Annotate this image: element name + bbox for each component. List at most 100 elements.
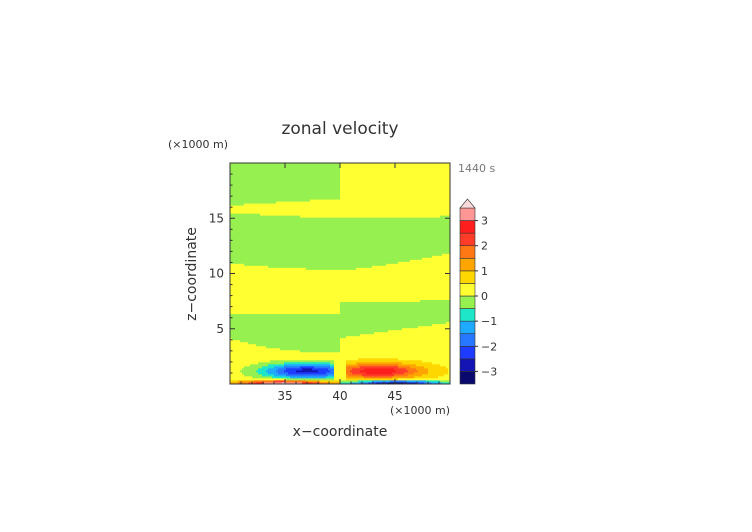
heatmap-cell [230, 311, 233, 315]
heatmap-cell [280, 297, 283, 301]
heatmap-cell [278, 281, 281, 284]
heatmap-cell [274, 219, 277, 222]
heatmap-cell [300, 171, 303, 174]
heatmap-cell [274, 283, 277, 286]
heatmap-cell [290, 379, 293, 383]
heatmap-cell [280, 283, 283, 286]
heatmap-cell [254, 283, 257, 286]
heatmap-cell [230, 325, 233, 329]
heatmap-cell [298, 329, 301, 333]
heatmap-cell [292, 301, 295, 305]
heatmap-cell [286, 261, 289, 264]
heatmap-cell [280, 205, 283, 208]
heatmap-cell [266, 357, 269, 361]
heatmap-cell [230, 169, 233, 172]
heatmap-cell [232, 347, 235, 351]
heatmap-cell [234, 283, 237, 286]
heatmap-cell [272, 379, 275, 383]
heatmap-cell [242, 187, 245, 190]
heatmap-cell [278, 229, 281, 232]
heatmap-cell [232, 293, 235, 296]
heatmap-cell [248, 263, 251, 266]
heatmap-cell [234, 341, 237, 345]
heatmap-cell [264, 293, 267, 296]
heatmap-cell [276, 187, 279, 190]
heatmap-cell [304, 377, 307, 381]
heatmap-cell [232, 249, 235, 252]
heatmap-cell [280, 293, 283, 296]
heatmap-cell [272, 365, 275, 369]
heatmap-cell [232, 301, 235, 305]
heatmap-cell [282, 193, 285, 196]
heatmap-cell [284, 183, 287, 186]
heatmap-cell [256, 233, 259, 236]
heatmap-cell [276, 303, 279, 307]
heatmap-cell [292, 217, 295, 220]
heatmap-cell [282, 279, 285, 282]
heatmap-cell [258, 213, 261, 216]
heatmap-cell [296, 267, 299, 270]
heatmap-cell [248, 265, 251, 268]
heatmap-cell [292, 355, 295, 359]
heatmap-cell [304, 275, 307, 278]
heatmap-cell [264, 329, 267, 333]
heatmap-cell [242, 377, 245, 381]
heatmap-cell [272, 239, 275, 242]
heatmap-cell [290, 171, 293, 174]
heatmap-cell [264, 173, 267, 176]
heatmap-cell [292, 277, 295, 280]
heatmap-cell [276, 321, 279, 325]
heatmap-cell [252, 211, 255, 214]
heatmap-cell [250, 263, 253, 266]
heatmap-cell [252, 347, 255, 351]
heatmap-cell [280, 239, 283, 242]
heatmap-cell [298, 193, 301, 196]
heatmap-cell [290, 201, 293, 204]
heatmap-cell [236, 321, 239, 325]
heatmap-cell [294, 343, 297, 347]
heatmap-cell [278, 191, 281, 194]
heatmap-cell [304, 259, 307, 262]
heatmap-cell [274, 183, 277, 186]
heatmap-cell [248, 187, 251, 190]
heatmap-cell [242, 339, 245, 343]
heatmap-cell [254, 183, 257, 186]
heatmap-cell [246, 323, 249, 327]
heatmap-cell [244, 305, 247, 309]
heatmap-cell [238, 241, 241, 244]
heatmap-cell [284, 173, 287, 176]
heatmap-cell [272, 237, 275, 240]
heatmap-cell [248, 297, 251, 301]
heatmap-cell [254, 273, 257, 276]
heatmap-cell [282, 263, 285, 266]
heatmap-cell [264, 251, 267, 254]
heatmap-cell [270, 203, 273, 206]
heatmap-cell [258, 221, 261, 224]
heatmap-cell [280, 369, 283, 373]
heatmap-cell [290, 245, 293, 248]
heatmap-cell [264, 217, 267, 220]
heatmap-cell [268, 237, 271, 240]
heatmap-cell [272, 167, 275, 170]
heatmap-cell [266, 335, 269, 339]
heatmap-cell [302, 229, 305, 232]
heatmap-cell [236, 377, 239, 381]
heatmap-cell [254, 205, 257, 208]
heatmap-cell [296, 363, 299, 367]
heatmap-cell [260, 285, 263, 288]
heatmap-cell [286, 215, 289, 218]
heatmap-cell [238, 319, 241, 323]
heatmap-cell [282, 359, 285, 363]
heatmap-cell [278, 381, 281, 384]
heatmap-cell [238, 185, 241, 188]
heatmap-cell [244, 315, 247, 319]
heatmap-cell [304, 363, 307, 367]
heatmap-cell [264, 325, 267, 329]
heatmap-cell [274, 253, 277, 256]
heatmap-cell [302, 379, 305, 383]
heatmap-cell [244, 349, 247, 353]
heatmap-cell [270, 297, 273, 301]
heatmap-cell [270, 283, 273, 286]
heatmap-cell [238, 285, 241, 288]
heatmap-cell [266, 217, 269, 220]
